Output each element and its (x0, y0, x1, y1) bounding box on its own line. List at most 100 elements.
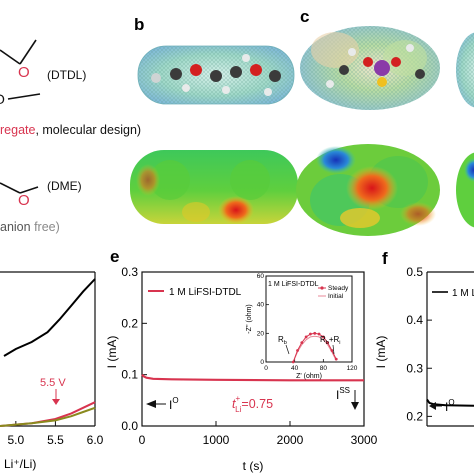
complex-esp-surface (296, 144, 440, 236)
f-y-tick-label: 0.2 (406, 409, 423, 423)
e-inset-y-tick-label: 0 (260, 359, 264, 366)
e-inset-steady-point (313, 331, 317, 335)
panel-label-b: b (134, 15, 144, 34)
e-inset-x-tick-label: 0 (264, 365, 268, 372)
panel-label-e: e (110, 247, 119, 266)
e-inset-x-tick-label: 120 (347, 365, 358, 372)
e-x-tick-label: 2000 (277, 433, 304, 447)
d-x-ticks: 5.0 5.5 6.0 (7, 421, 104, 447)
e-inset-steady-point (309, 332, 312, 336)
f-y-tick-label: 0.4 (406, 313, 423, 327)
e-inset-y-tick-label: 40 (257, 302, 265, 309)
e-inset-legend-steady-marker (320, 286, 324, 290)
bond-line (7, 93, 41, 100)
e-inset-ticks: 0 40 80 120 0 20 40 60 (257, 273, 358, 372)
e-iss-arrowhead (351, 402, 359, 410)
f-legend-label: 1 M LiF (452, 288, 474, 299)
e-inset-y-label: -Z'' (ohm) (246, 304, 253, 334)
panel-c: c (296, 7, 440, 236)
e-i0-label: IO (169, 396, 179, 412)
f-i0-label: IO (445, 398, 455, 414)
e-inset-legend-steady: Steady (328, 285, 349, 292)
e-series-line-0 (141, 373, 364, 382)
panel-label-c: c (300, 7, 309, 26)
e-y-tick-label: 0.2 (121, 316, 138, 330)
e-inset-rb-label: Rb (278, 335, 287, 346)
e-y-tick-label: 0.1 (121, 368, 138, 382)
f-ticks: 0.2 0.3 0.4 0.5 (406, 265, 432, 423)
anion-caption: anion free) (0, 220, 60, 234)
bond-line (19, 39, 37, 65)
e-legend-label: 1 M LiFSI-DTDL (169, 287, 242, 298)
e-inset-steady-point (300, 341, 304, 345)
e-inset-x-label: Z' (ohm) (296, 373, 322, 380)
panel-d: 5.0 5.5 6.0 5.5 V Li⁺/Li) (0, 271, 104, 471)
e-inset: 0 40 80 120 0 20 40 60 1 M LiFSI-DTDL Steady In… (246, 273, 358, 380)
d-curves (0, 278, 96, 427)
panel-b: b (130, 15, 298, 224)
e-inset-legend-initial: Initial (328, 293, 344, 300)
panel-label-f: f (382, 249, 388, 268)
e-inset-steady-point (334, 357, 338, 361)
partial-molecule-right (456, 32, 474, 228)
oxygen-atom: O (0, 91, 5, 107)
d-annotation-arrowhead (52, 399, 60, 405)
e-x-tick-label: 0 (139, 433, 146, 447)
e-inset-legend-title: 1 M LiFSI-DTDL (268, 281, 319, 288)
d-voltage-annotation: 5.5 V (40, 377, 66, 389)
f-y-axis-label: I (mA) (374, 336, 388, 369)
dtdl-mesh-surface (137, 45, 295, 105)
e-plot-frame (141, 271, 365, 427)
e-x-tick-label: 3000 (351, 433, 378, 447)
d-series-line-1 (0, 401, 96, 427)
e-transference-number: t+ Li=0.75 (232, 394, 273, 414)
e-curve (141, 373, 364, 382)
f-y-tick-label: 0.5 (406, 265, 423, 279)
e-i0-arrow (146, 400, 156, 408)
panel-a: O (DTDL) O regate, molecular design) O (… (0, 39, 141, 234)
oxygen-atom: O (18, 64, 30, 81)
e-inset-steady-point (321, 335, 325, 339)
e-inset-rbri-arrow (332, 344, 335, 355)
d-series-line-0 (3, 278, 96, 357)
e-inset-y-tick-label: 20 (257, 330, 265, 337)
oxygen-atom: O (18, 192, 30, 209)
dtdl-esp-surface (130, 150, 298, 224)
f-i0-arrowhead (429, 402, 436, 410)
panel-f: f 0.2 0.3 0.4 0.5 I (mA) 1 M LiF IO (374, 249, 474, 427)
dme-label: (DME) (47, 179, 82, 193)
d-x-tick-label: 6.0 (87, 433, 104, 447)
e-inset-steady-point (330, 349, 334, 352)
complex-mesh-surface (300, 26, 440, 110)
bond-line (19, 186, 39, 194)
e-y-tick-label: 0.3 (121, 265, 138, 279)
d-x-tick-label: 5.5 (47, 433, 64, 447)
e-inset-initial-line (292, 335, 336, 363)
e-y-tick-label: 0.0 (121, 419, 138, 433)
f-y-tick-label: 0.3 (406, 361, 423, 375)
e-x-axis-label: t (s) (243, 459, 264, 473)
e-inset-steady-point (304, 335, 308, 339)
e-inset-x-tick-label: 80 (320, 365, 328, 372)
e-x-tick-label: 1000 (203, 433, 230, 447)
e-inset-steady-point (326, 341, 330, 345)
d-x-axis-label: Li⁺/Li) (4, 457, 36, 471)
e-iss-label: ISS (336, 386, 350, 402)
e-inset-curves (291, 331, 338, 364)
e-inset-x-tick-label: 40 (291, 365, 299, 372)
e-inset-steady-point (291, 360, 295, 364)
e-inset-y-tick-label: 60 (257, 273, 265, 280)
e-inset-rb-arrow (285, 344, 290, 355)
e-y-axis-label: I (mA) (105, 336, 119, 369)
bond-line (0, 49, 21, 65)
dtdl-label: (DTDL) (47, 68, 86, 82)
e-inset-steady-point (317, 332, 321, 336)
e-inset-rbri-label: Rb+Ri (320, 335, 341, 346)
d-x-tick-label: 5.0 (7, 433, 24, 447)
e-inset-frame (265, 275, 353, 363)
design-caption: regate, molecular design) (0, 123, 141, 137)
d-series-line-2 (0, 406, 96, 427)
bond-line (0, 182, 21, 194)
e-inset-steady-point (296, 349, 299, 352)
